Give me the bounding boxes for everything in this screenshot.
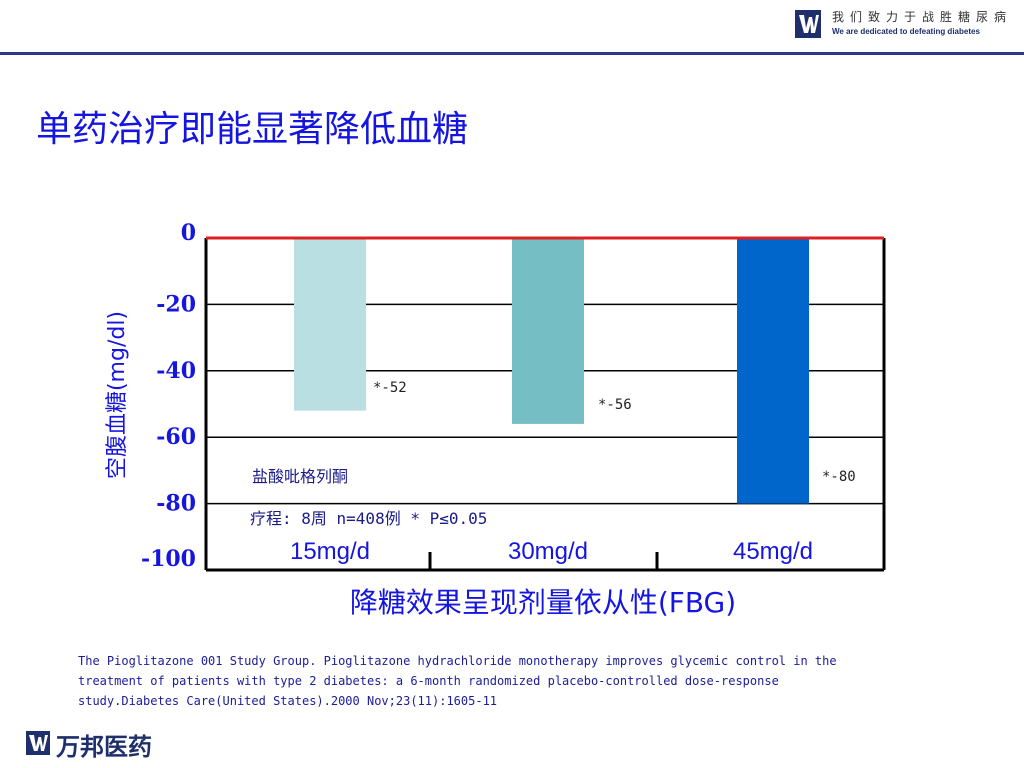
x-axis-title: 降糖效果呈现剂量依从性(FBG) (350, 586, 736, 619)
page-title: 单药治疗即能显著降低血糖 (36, 109, 469, 150)
reference-citation: The Pioglitazone 001 Study Group. Piogli… (78, 651, 998, 711)
x-category-label: 30mg/d (508, 538, 588, 565)
annotation-study: 疗程: 8周 n=408例 * P≤0.05 (250, 509, 487, 528)
bar (737, 238, 809, 504)
data-label: *-56 (598, 397, 632, 413)
brand-logo (26, 731, 50, 755)
annotation-drug: 盐酸吡格列酮 (252, 467, 348, 486)
y-tick-label: -60 (156, 424, 196, 450)
reference-line: study.Diabetes Care(United States).2000 … (78, 694, 498, 708)
data-label: *-52 (373, 380, 407, 396)
y-tick-label: 0 (181, 220, 196, 246)
y-axis-title: 空腹血糖(mg/dl) (105, 311, 130, 479)
data-label: *-80 (822, 469, 856, 485)
header-divider (0, 52, 1024, 55)
brand-name: 万邦医药 (56, 733, 152, 761)
company-logo (795, 10, 821, 38)
x-category-label: 45mg/d (733, 538, 813, 565)
bar (294, 238, 366, 411)
y-tick-label: -100 (141, 546, 196, 572)
x-category-label: 15mg/d (290, 538, 370, 565)
y-tick-label: -40 (156, 358, 196, 384)
tagline-chinese: 我们致力于战胜糖尿病 (832, 10, 1013, 24)
reference-line: The Pioglitazone 001 Study Group. Piogli… (78, 654, 837, 668)
tagline-english: We are dedicated to defeating diabetes (832, 27, 980, 36)
reference-line: treatment of patients with type 2 diabet… (78, 674, 779, 688)
bar (512, 238, 584, 424)
y-tick-label: -20 (156, 291, 196, 317)
y-tick-label: -80 (156, 491, 196, 517)
